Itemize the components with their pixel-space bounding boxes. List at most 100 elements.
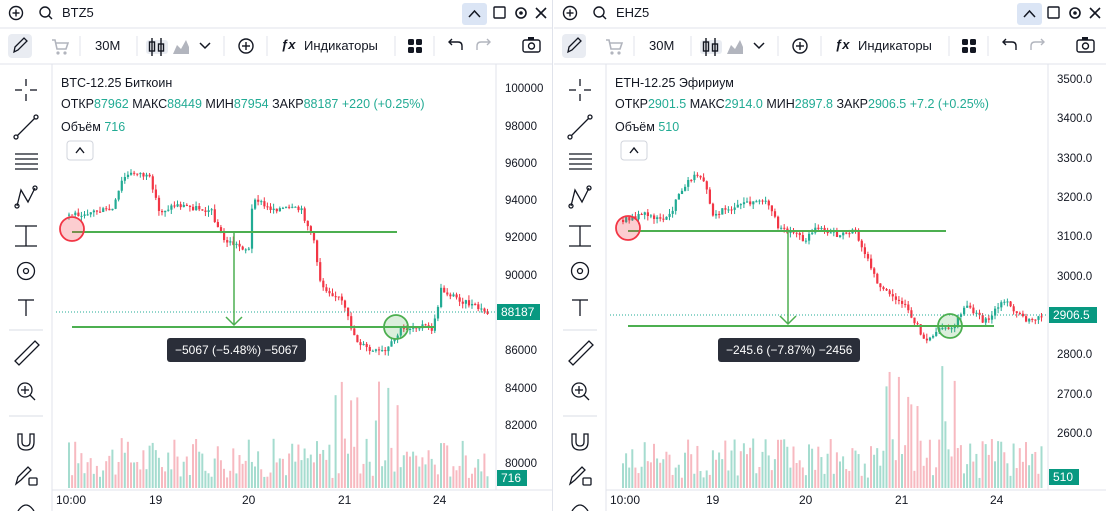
candle-body bbox=[325, 287, 328, 292]
brush-icon[interactable] bbox=[570, 261, 590, 281]
volume-bar bbox=[1006, 463, 1009, 488]
crosshair-icon[interactable] bbox=[569, 79, 591, 101]
add-tab-icon[interactable] bbox=[8, 5, 24, 21]
candle-body bbox=[269, 206, 272, 210]
price-label: 3300.0 bbox=[1057, 153, 1093, 165]
fib-icon[interactable] bbox=[15, 153, 38, 170]
time-label: 20 bbox=[799, 493, 813, 507]
close-icon[interactable] bbox=[535, 7, 547, 19]
legend-title[interactable]: BTC-12.25 Биткоин bbox=[61, 76, 173, 90]
cart-icon[interactable] bbox=[52, 39, 70, 55]
eye-icon[interactable] bbox=[571, 504, 589, 511]
volume-bar bbox=[1025, 442, 1027, 488]
search-icon[interactable] bbox=[593, 6, 607, 20]
lock-drawing-icon[interactable] bbox=[14, 466, 38, 486]
volume-bar bbox=[390, 447, 393, 488]
symbol-search-input[interactable]: EHZ5 bbox=[616, 5, 650, 20]
add-tab-icon[interactable] bbox=[562, 5, 578, 21]
zoom-in-icon[interactable] bbox=[17, 382, 36, 401]
trend-line-icon[interactable] bbox=[567, 114, 593, 140]
undo-icon[interactable] bbox=[448, 38, 463, 50]
candle-body bbox=[795, 232, 798, 234]
gear-icon[interactable] bbox=[515, 7, 527, 19]
redo-icon[interactable] bbox=[1030, 38, 1045, 50]
legend-toggle-button[interactable] bbox=[620, 140, 648, 161]
volume-bar bbox=[820, 457, 823, 488]
text-tool-icon[interactable] bbox=[572, 299, 588, 316]
search-icon[interactable] bbox=[39, 6, 53, 20]
crosshair-icon[interactable] bbox=[15, 79, 37, 101]
layout-icon[interactable] bbox=[962, 39, 976, 53]
layout-icon[interactable] bbox=[408, 39, 422, 53]
candle-body bbox=[882, 287, 885, 289]
ruler-icon[interactable] bbox=[568, 340, 594, 366]
candles-icon[interactable] bbox=[146, 38, 168, 56]
redo-icon[interactable] bbox=[476, 38, 491, 50]
interval-button[interactable]: 30M bbox=[649, 38, 675, 53]
eye-icon[interactable] bbox=[17, 504, 35, 511]
candle-body bbox=[1009, 301, 1012, 307]
magnet-icon[interactable] bbox=[571, 433, 589, 451]
zoom-in-icon[interactable] bbox=[571, 382, 590, 401]
fib-icon[interactable] bbox=[569, 153, 592, 170]
legend-title[interactable]: ETH-12.25 Эфириум bbox=[615, 76, 734, 90]
compare-add-icon[interactable] bbox=[792, 38, 808, 54]
volume-bar bbox=[142, 450, 145, 488]
compare-add-icon[interactable] bbox=[238, 38, 254, 54]
collapse-button[interactable] bbox=[1017, 3, 1042, 25]
candle-body bbox=[300, 208, 303, 211]
chart-pane-btc[interactable]: BTZ5 30M ƒx Индикаторы BTC-12.25 Биткоин… bbox=[0, 0, 553, 511]
trend-line-icon[interactable] bbox=[13, 114, 39, 140]
pencil-button[interactable] bbox=[562, 34, 586, 58]
ruler-icon[interactable] bbox=[14, 340, 40, 366]
chart-pane-eth[interactable]: EHZ5 30M ƒx Индикаторы ETH-12.25 Эфириум… bbox=[554, 0, 1106, 511]
indicators-button[interactable]: Индикаторы bbox=[304, 38, 378, 53]
indicators-button[interactable]: Индикаторы bbox=[858, 38, 932, 53]
undo-icon[interactable] bbox=[1002, 38, 1017, 50]
candles-icon[interactable] bbox=[700, 38, 722, 56]
chevron-down-icon[interactable] bbox=[753, 42, 765, 50]
area-chart-icon[interactable] bbox=[173, 40, 189, 54]
candle-body bbox=[718, 213, 721, 215]
symbol-search-input[interactable]: BTZ5 bbox=[62, 5, 94, 20]
camera-icon[interactable] bbox=[1076, 37, 1095, 53]
cart-icon[interactable] bbox=[606, 39, 624, 55]
candle-body bbox=[430, 326, 433, 331]
collapse-button[interactable] bbox=[462, 3, 487, 25]
candle-body bbox=[783, 227, 786, 229]
volume-bar bbox=[374, 420, 377, 488]
volume-bar bbox=[866, 477, 869, 488]
candle-body bbox=[399, 328, 402, 336]
legend-toggle-button[interactable] bbox=[66, 140, 94, 161]
candle-body bbox=[378, 349, 381, 351]
brush-icon[interactable] bbox=[16, 261, 36, 281]
area-chart-icon[interactable] bbox=[727, 40, 743, 54]
pattern-icon[interactable] bbox=[568, 185, 592, 209]
fx-icon: ƒx bbox=[835, 37, 850, 52]
candle-body bbox=[1015, 311, 1018, 313]
candle-body bbox=[130, 172, 133, 175]
volume-bar bbox=[665, 451, 668, 488]
camera-icon[interactable] bbox=[522, 37, 541, 53]
gear-icon[interactable] bbox=[1069, 7, 1081, 19]
candle-body bbox=[371, 350, 374, 352]
magnet-icon[interactable] bbox=[17, 433, 35, 451]
pencil-icon bbox=[13, 37, 28, 54]
candle-body bbox=[464, 300, 467, 304]
maximize-icon[interactable] bbox=[1047, 6, 1060, 19]
maximize-icon[interactable] bbox=[493, 6, 506, 19]
lock-drawing-icon[interactable] bbox=[568, 466, 592, 486]
candle-body bbox=[362, 343, 365, 346]
chevron-down-icon[interactable] bbox=[199, 42, 211, 50]
text-tool-icon[interactable] bbox=[18, 299, 34, 316]
volume-bar bbox=[433, 464, 436, 488]
projection-icon[interactable] bbox=[15, 225, 37, 247]
pencil-button[interactable] bbox=[8, 34, 32, 58]
pattern-icon[interactable] bbox=[14, 185, 38, 209]
volume-bar bbox=[662, 459, 665, 488]
interval-button[interactable]: 30M bbox=[95, 38, 121, 53]
close-icon[interactable] bbox=[1089, 7, 1101, 19]
candle-body bbox=[235, 243, 238, 245]
projection-icon[interactable] bbox=[569, 225, 591, 247]
time-label: 24 bbox=[433, 493, 447, 507]
